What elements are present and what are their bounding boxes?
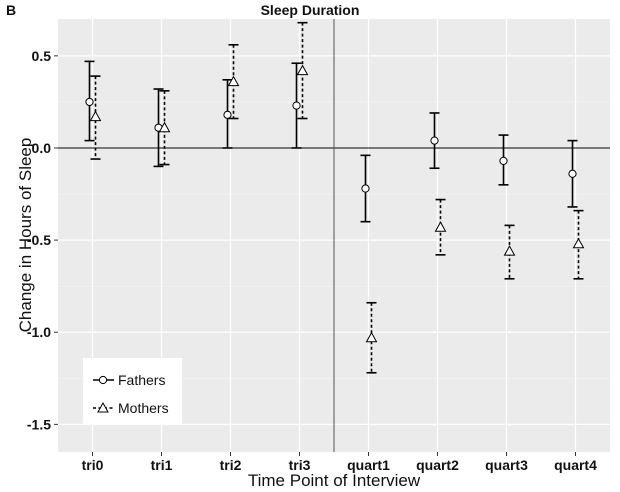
y-tick-label: -0.5	[27, 232, 51, 248]
mothers-point	[503, 245, 516, 256]
y-tick-label: 0.0	[32, 140, 52, 156]
fathers-point	[361, 184, 370, 193]
mothers-point	[434, 221, 447, 232]
legend-label-fathers: Fathers	[118, 372, 165, 388]
x-tick-label: tri0	[82, 457, 104, 473]
mothers-point	[365, 331, 378, 343]
y-tick-label: -1.0	[27, 324, 51, 340]
x-tick-label: tri2	[220, 457, 242, 473]
x-tick-label: quart1	[347, 457, 390, 473]
fathers-point	[223, 110, 232, 119]
mothers-point	[89, 110, 102, 122]
x-tick-label: quart2	[416, 457, 459, 473]
mothers-point	[158, 121, 171, 133]
legend-marker-mothers	[97, 401, 109, 413]
fathers-point	[292, 101, 301, 110]
fathers-point	[430, 136, 439, 145]
panel-tag: B	[6, 2, 17, 18]
fathers-point	[568, 169, 577, 178]
fathers-point	[499, 156, 508, 165]
chart-title: Sleep Duration	[260, 2, 360, 18]
legend-label-mothers: Mothers	[118, 400, 169, 416]
y-tick-label: -1.5	[27, 416, 51, 432]
fathers-point	[85, 97, 94, 107]
x-tick-label: quart4	[554, 457, 597, 473]
mothers-point	[296, 64, 309, 76]
x-tick-label: tri1	[151, 457, 173, 473]
mothers-point	[572, 237, 585, 249]
legend-marker-fathers	[98, 375, 108, 385]
x-axis-label: Time Point of Interview	[247, 471, 421, 490]
y-tick-label: 0.5	[32, 48, 52, 64]
x-tick-label: quart3	[485, 457, 528, 473]
legend-box	[83, 358, 182, 424]
mothers-point	[227, 75, 240, 87]
x-tick-label: tri3	[289, 457, 311, 473]
